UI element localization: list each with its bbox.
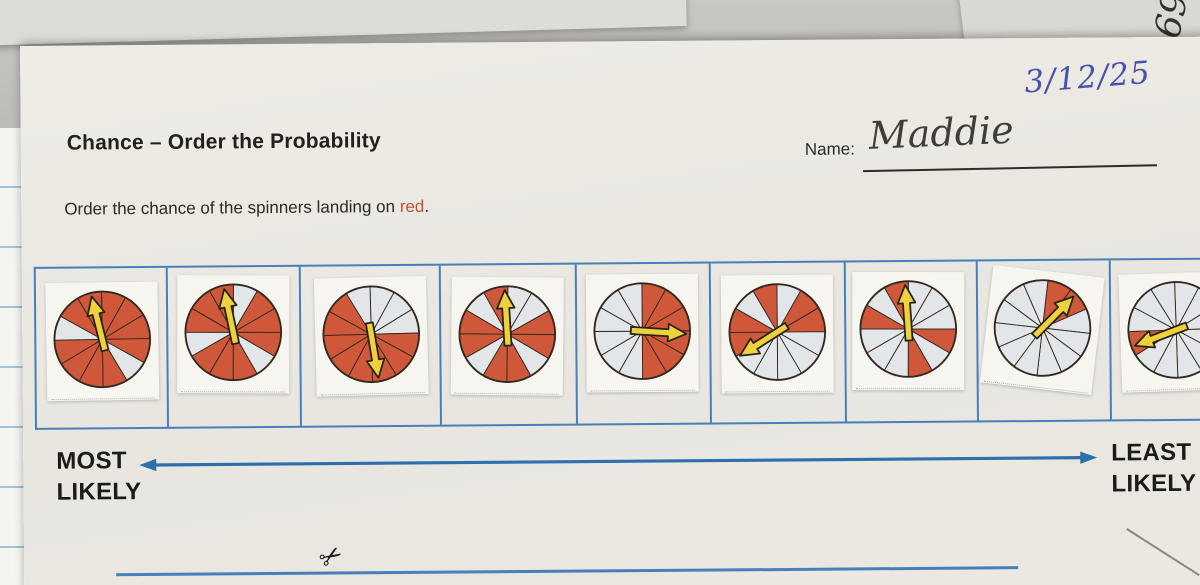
spinner-arrow-icon xyxy=(218,288,240,346)
handwritten-date: 3/12/25 xyxy=(1023,54,1153,101)
spinner-card-4 xyxy=(450,276,564,396)
most-likely-line1: MOST xyxy=(56,447,127,475)
spinner-arrow-icon xyxy=(496,289,516,347)
spinner-graphic xyxy=(322,285,421,384)
spinner-arrow-icon xyxy=(896,284,917,342)
spinner-graphic xyxy=(593,282,692,380)
least-likely-line2: LIKELY xyxy=(1111,469,1197,498)
spinner-graphic xyxy=(859,280,958,378)
spinner-card-8 xyxy=(979,264,1105,395)
instruction-suffix: . xyxy=(424,196,430,216)
instruction-highlight-red: red xyxy=(399,196,425,217)
spinner-card-9 xyxy=(1118,271,1200,393)
worksheet-paper: Chance – Order the Probability Order the… xyxy=(20,36,1200,585)
spinner-row xyxy=(33,257,1200,430)
spinner-cell-2 xyxy=(167,266,302,427)
most-likely-label: MOST LIKELY xyxy=(56,445,141,508)
spinner-graphic xyxy=(53,290,152,389)
least-likely-label: LEAST LIKELY xyxy=(1111,437,1196,500)
spinner-card-3 xyxy=(313,275,429,397)
spinner-card-6 xyxy=(720,274,834,394)
spinner-graphic xyxy=(993,279,1092,377)
spinner-graphic xyxy=(184,283,283,382)
spinner-arrow-icon xyxy=(86,295,110,353)
spinner-graphic xyxy=(458,285,557,383)
spinner-arrow-icon xyxy=(364,321,386,379)
spinner-card-7 xyxy=(852,271,965,391)
spinner-cell-5 xyxy=(576,263,712,424)
instruction-prefix: Order the chance of the spinners landing… xyxy=(64,197,400,219)
spinner-graphic xyxy=(1127,281,1200,379)
name-underline xyxy=(863,164,1157,173)
worksheet-title: Chance – Order the Probability xyxy=(66,129,381,155)
spinner-cell-9 xyxy=(1110,259,1200,420)
spinner-cell-7 xyxy=(845,261,979,422)
spinner-arrow-icon xyxy=(1134,321,1190,349)
spinner-arrow-icon xyxy=(739,322,790,357)
spinner-arrow-icon xyxy=(1031,295,1075,340)
next-row-border-line xyxy=(116,566,1019,577)
spinner-cell-1 xyxy=(35,267,169,428)
least-likely-line1: LEAST xyxy=(1111,438,1192,467)
spinner-cell-4 xyxy=(440,264,578,425)
spinner-arrow-icon xyxy=(629,323,688,343)
spinner-card-1 xyxy=(45,281,160,402)
stray-pen-mark xyxy=(1126,528,1200,577)
most-likely-line2: LIKELY xyxy=(56,478,142,506)
spinner-graphic xyxy=(728,283,827,381)
name-label: Name: xyxy=(804,139,855,159)
spinner-card-5 xyxy=(585,273,699,393)
spinner-card-2 xyxy=(177,275,290,394)
handwritten-name: Maddie xyxy=(867,107,1015,158)
instruction-text: Order the chance of the spinners landing… xyxy=(64,197,429,220)
spinner-cell-8 xyxy=(977,260,1112,421)
spinner-cell-6 xyxy=(710,262,847,423)
background-sheet-edge-left xyxy=(0,0,687,47)
double-headed-arrow xyxy=(139,451,1098,472)
spinner-cell-3 xyxy=(300,265,442,426)
